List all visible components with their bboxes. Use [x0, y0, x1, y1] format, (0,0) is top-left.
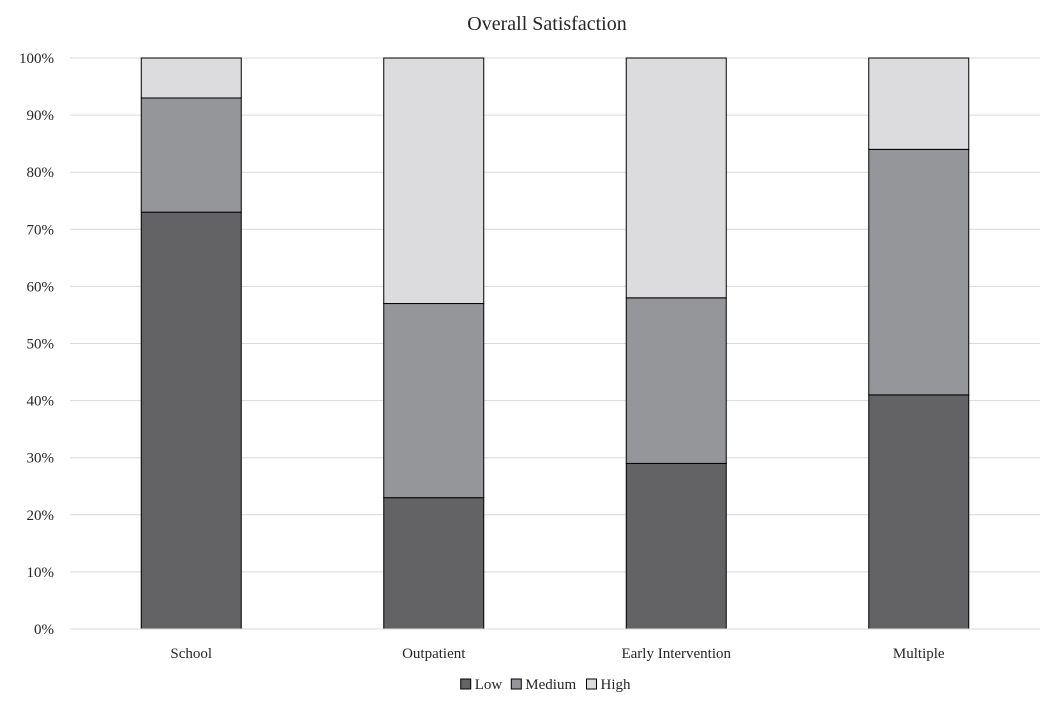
legend-label-medium: Medium: [525, 677, 576, 693]
y-tick-label: 60%: [27, 279, 55, 295]
bar-segment-medium: [140, 97, 242, 213]
y-tick-label: 10%: [27, 565, 55, 581]
y-axis-ticks: 0% 10% 20% 30% 40% 50% 60% 70% 80% 90% 100%: [19, 51, 54, 638]
x-category-label: Multiple: [893, 646, 945, 662]
bar-segment-low: [868, 394, 970, 630]
legend-swatch-high: [586, 678, 597, 690]
legend-label-low: Low: [475, 677, 503, 693]
x-axis-labels: School Outpatient Early Intervention Multip…: [170, 646, 945, 662]
y-tick-label: 50%: [27, 337, 55, 353]
y-tick-label: 70%: [27, 222, 55, 238]
y-tick-label: 30%: [27, 451, 55, 467]
x-category-label: School: [170, 646, 212, 662]
y-tick-label: 100%: [19, 51, 54, 67]
bar-segment-high: [625, 57, 727, 299]
bar-segment-medium: [868, 148, 970, 396]
y-tick-label: 0%: [34, 622, 54, 638]
x-category-label: Outpatient: [402, 646, 466, 662]
y-tick-label: 90%: [27, 108, 55, 124]
y-tick-label: 40%: [27, 394, 55, 410]
bar-segment-low: [140, 211, 242, 630]
x-category-label: Early Intervention: [621, 646, 731, 662]
y-tick-label: 80%: [27, 165, 55, 181]
bar-segment-low: [625, 462, 727, 630]
bar-segment-medium: [383, 303, 485, 499]
legend-swatch-medium: [510, 678, 522, 690]
chart-title: Overall Satisfaction: [467, 13, 626, 35]
legend-label-high: High: [601, 677, 632, 693]
bar-segment-medium: [625, 297, 727, 464]
bar-segment-low: [383, 497, 485, 630]
legend: Low Medium High: [460, 677, 632, 693]
legend-swatch-low: [460, 678, 472, 690]
bar-segment-high: [140, 57, 242, 99]
bars: [140, 57, 970, 630]
bar-segment-high: [868, 57, 970, 150]
y-tick-label: 20%: [27, 508, 55, 524]
bar-segment-high: [383, 57, 485, 305]
